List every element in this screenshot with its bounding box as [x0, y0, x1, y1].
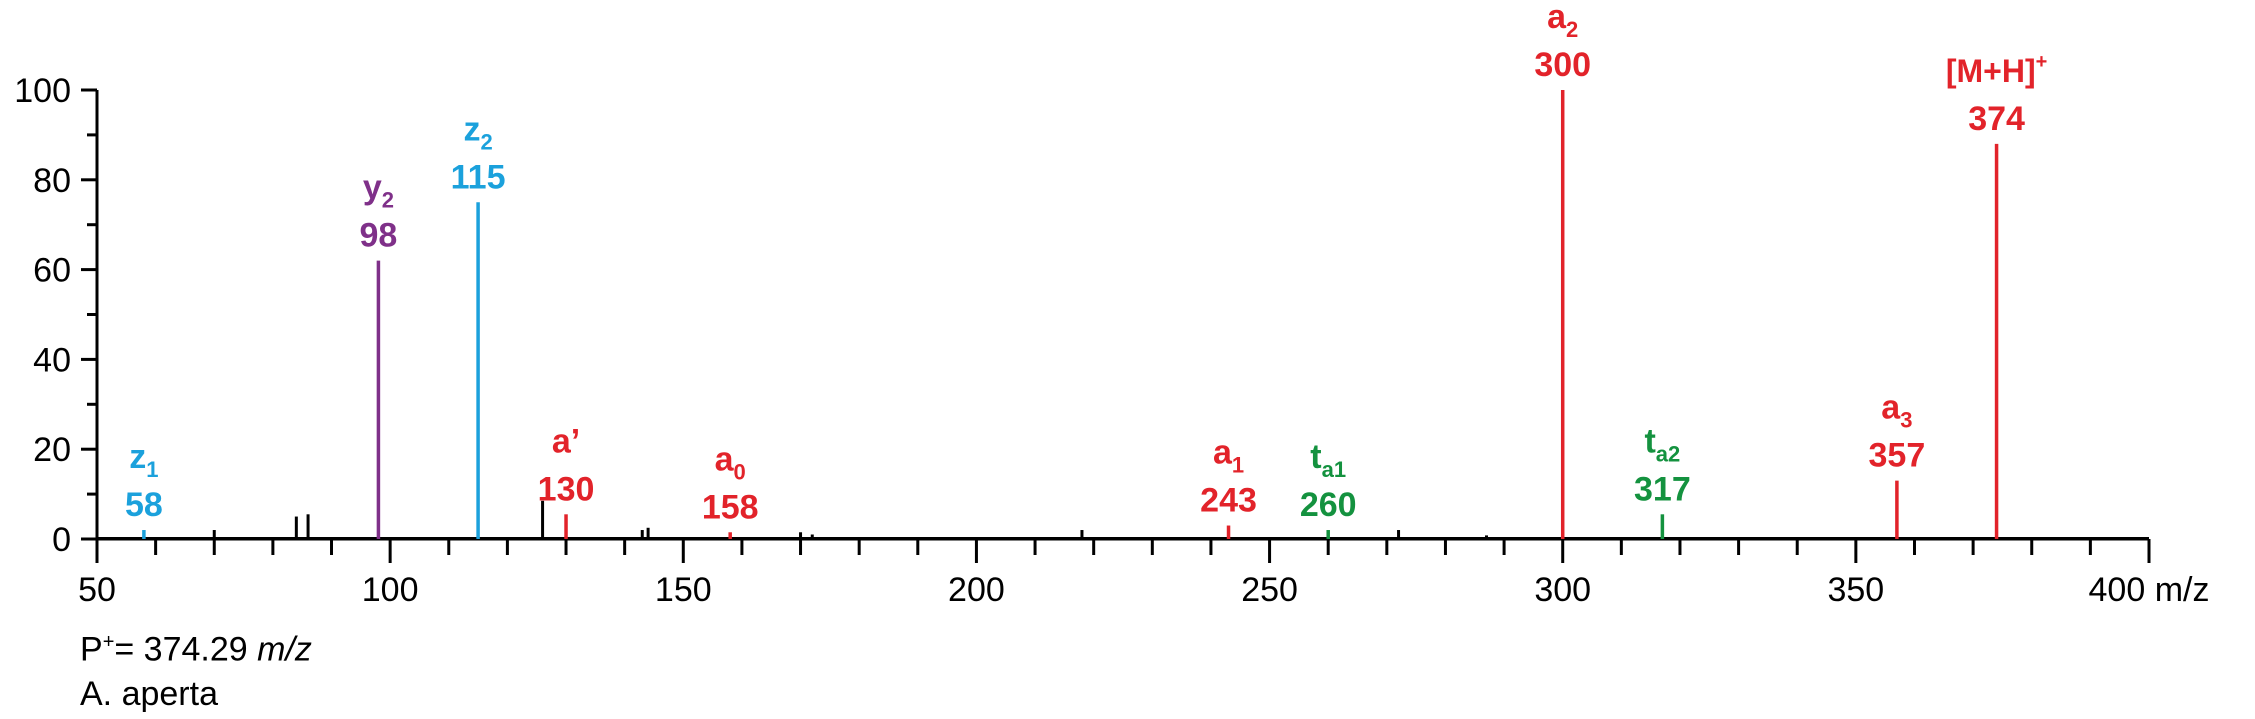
peak-value-label: 115: [451, 158, 506, 196]
x-tick-label: 350: [1827, 571, 1884, 609]
precursor-sup: +: [102, 631, 115, 653]
peak-value-label: 260: [1300, 486, 1357, 524]
peak-ion-label: a2: [1547, 0, 1578, 42]
precursor-eq: = 374.29: [114, 630, 258, 669]
peak-value-label: 158: [702, 488, 759, 526]
y-tick-label: 20: [33, 431, 71, 469]
species-caption: A. aperta: [80, 675, 218, 713]
peak-ion-label: z2: [463, 110, 492, 154]
peak-ion-label: ta2: [1644, 422, 1680, 466]
axes: 50 100 150 200 250 300 350 400 m/z 0 20 40 60 80 100: [14, 72, 2209, 609]
x-tick-label: 150: [655, 571, 712, 609]
precursor-caption: P+= 374.29 m/z: [80, 632, 312, 666]
peak-ion-label: ta1: [1310, 438, 1346, 482]
precursor-prefix: P: [80, 630, 103, 669]
y-tick-label: 40: [33, 341, 71, 379]
peak-value-label: 317: [1634, 470, 1691, 508]
peak-value-label: 357: [1869, 437, 1926, 475]
peaks: [97, 90, 2149, 539]
peak-ion-label: a1: [1213, 434, 1244, 478]
peak-value-label: 374: [1968, 100, 2025, 138]
peak-ion-label: y2: [363, 169, 394, 213]
y-tick-label: 100: [14, 72, 71, 110]
y-tick-label: 0: [52, 521, 71, 559]
x-tick-label: 50: [78, 571, 116, 609]
peak-value-label: 130: [538, 470, 595, 508]
peak-labels: z1 58 y2 98 z2 115 a’ 130 a0 158 a1 243 ta1 260 a2 300 t…: [125, 0, 2047, 526]
peak-value-label: 58: [125, 486, 163, 524]
peak-value-label: 243: [1200, 482, 1257, 520]
peak-ion-label: a0: [715, 440, 746, 484]
x-tick-label: 100: [362, 571, 419, 609]
x-tick-label: 400 m/z: [2089, 571, 2210, 609]
peak-value-label: 98: [360, 217, 398, 255]
peak-ion-label: [M+H]+: [1946, 51, 2047, 89]
precursor-unit: m/z: [257, 630, 312, 669]
x-tick-label: 200: [948, 571, 1005, 609]
peak-value-label: 300: [1534, 46, 1591, 84]
peak-ion-label: a’: [552, 422, 580, 460]
peak-ion-label: z1: [129, 438, 158, 482]
x-tick-label: 300: [1534, 571, 1591, 609]
y-tick-label: 80: [33, 162, 71, 200]
x-tick-label: 250: [1241, 571, 1298, 609]
y-tick-label: 60: [33, 252, 71, 290]
peak-ion-label: a3: [1881, 389, 1912, 433]
